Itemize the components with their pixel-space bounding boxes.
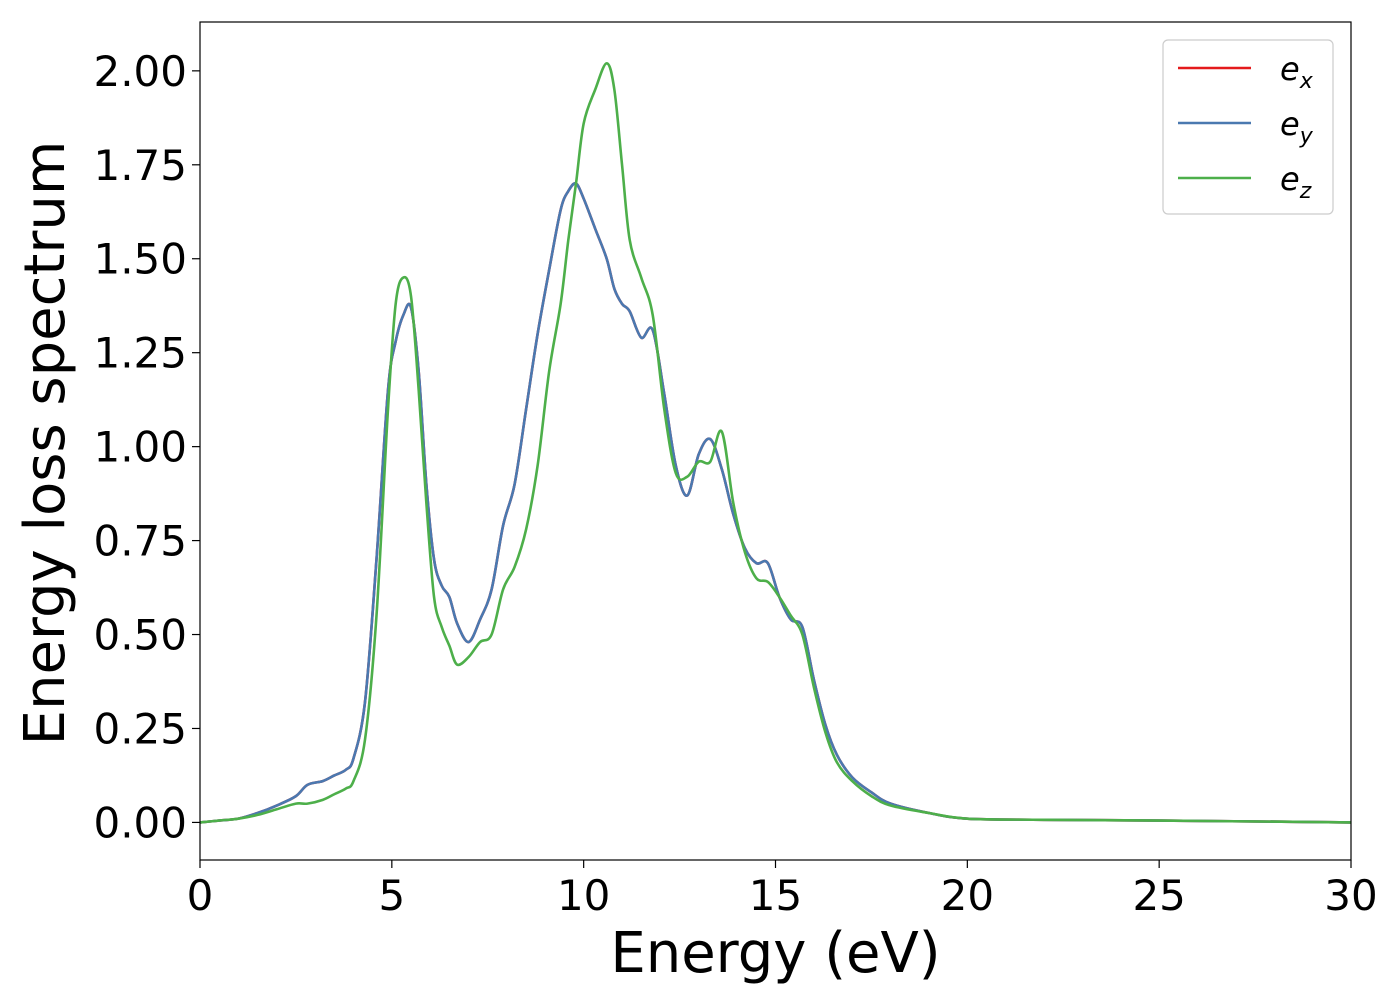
y-tick-label: 1.25 [93, 329, 187, 378]
x-tick-label: 15 [749, 871, 802, 920]
x-tick-label: 10 [557, 871, 610, 920]
series-line-ey [200, 182, 1351, 824]
series-line-ex [200, 182, 1351, 824]
legend-box [1162, 39, 1334, 215]
y-tick-label: 0.00 [93, 798, 187, 847]
legend-label-ez: ez [1280, 160, 1312, 204]
x-tick-label: 20 [941, 871, 994, 920]
legend: ex ey ez [1162, 39, 1334, 215]
x-tick-label: 30 [1324, 871, 1377, 920]
y-tick-label: 2.00 [93, 47, 187, 96]
x-tick-label: 0 [187, 871, 214, 920]
legend-label-ey: ey [1280, 105, 1314, 149]
series-line-ez [200, 62, 1351, 824]
series-group [200, 62, 1351, 824]
y-tick-label: 0.75 [93, 517, 187, 566]
y-tick-label: 1.75 [93, 141, 187, 190]
legend-label-ex: ex [1280, 50, 1314, 94]
y-tick-label: 1.50 [93, 235, 187, 284]
y-tick-label: 0.25 [93, 704, 187, 753]
y-axis-label: Energy loss spectrum [13, 141, 78, 746]
y-tick-label: 0.50 [93, 611, 187, 660]
x-tick-label: 5 [378, 871, 405, 920]
x-tick-label: 25 [1132, 871, 1185, 920]
x-axis-label: Energy (eV) [610, 921, 940, 986]
y-tick-label: 1.00 [93, 423, 187, 472]
